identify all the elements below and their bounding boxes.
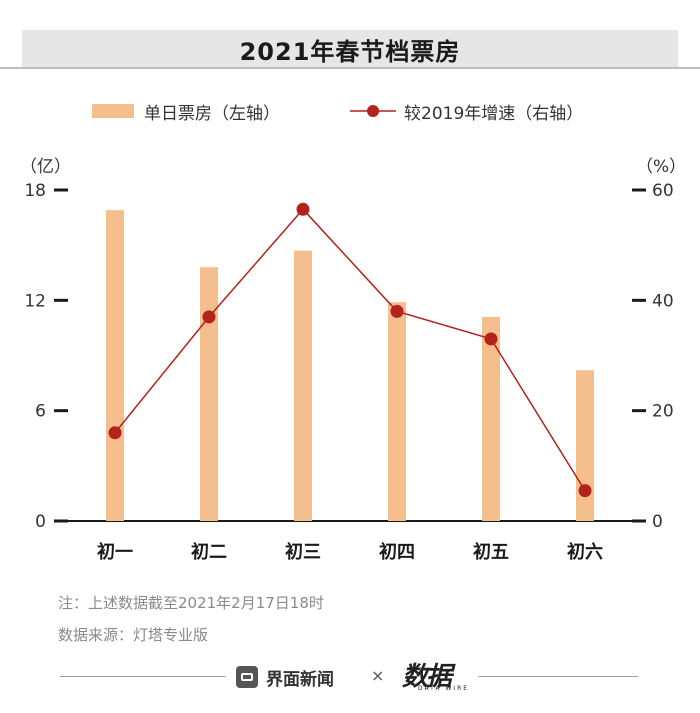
data-note: 注：上述数据截至2021年2月17日18时 xyxy=(58,594,324,612)
left-axis-unit: （亿） xyxy=(20,157,71,177)
bar-6 xyxy=(576,370,594,521)
data-wire-logo-sub: DATA WIRE xyxy=(418,685,470,692)
x-tick-label: 初五 xyxy=(473,541,509,563)
growth-line xyxy=(114,208,586,492)
right-tick-label: 60 xyxy=(652,181,674,201)
brand-name: 界面新闻 xyxy=(266,669,334,690)
right-tick-label: 40 xyxy=(652,291,674,311)
x-tick-label: 初六 xyxy=(567,541,603,563)
growth-point-3 xyxy=(296,202,310,216)
chart-area: 0 6 12 18 0 20 40 60 初一 初二 初三 初四 初五 初六 xyxy=(24,181,674,563)
footer-brand: 界面新闻 xyxy=(236,664,334,690)
left-tick-label: 0 xyxy=(35,512,46,532)
growth-point-6 xyxy=(578,484,592,498)
right-tick-label: 0 xyxy=(652,512,663,532)
footer-divider-left xyxy=(60,676,226,677)
bar-5 xyxy=(482,316,500,521)
left-tick-label: 12 xyxy=(24,291,46,311)
times-sign: × xyxy=(371,666,385,685)
growth-point-2 xyxy=(202,310,216,324)
footer-divider-right xyxy=(478,676,638,677)
data-wire-logo: 数据 xyxy=(402,662,452,692)
legend-bar-label: 单日票房（左轴） xyxy=(144,104,280,124)
x-tick-label: 初三 xyxy=(285,541,321,563)
x-tick-label: 初四 xyxy=(379,541,415,563)
jiemian-logo-icon xyxy=(236,666,258,688)
bar-1 xyxy=(106,210,124,521)
chart-title: 2021年春节档票房 xyxy=(239,38,461,66)
legend: 单日票房（左轴） 较2019年增速（右轴） xyxy=(0,96,700,126)
left-tick-label: 18 xyxy=(24,181,46,201)
title-bar xyxy=(22,30,678,68)
bar-3 xyxy=(294,250,312,521)
data-source: 数据来源：灯塔专业版 xyxy=(58,626,209,644)
bar-2 xyxy=(200,267,218,521)
x-tick-label: 初二 xyxy=(191,541,227,563)
legend-line-label: 较2019年增速（右轴） xyxy=(404,104,584,124)
legend-line-swatch xyxy=(350,105,396,117)
right-axis-unit: （%） xyxy=(636,157,687,177)
x-tick-label: 初一 xyxy=(97,541,133,563)
legend-bar-swatch xyxy=(92,104,134,118)
bar-4 xyxy=(388,302,406,521)
growth-point-4 xyxy=(390,304,404,318)
growth-point-5 xyxy=(484,332,498,346)
growth-point-1 xyxy=(108,426,122,440)
left-tick-label: 6 xyxy=(35,402,46,422)
title-underline xyxy=(0,67,700,69)
right-tick-label: 20 xyxy=(652,402,674,422)
